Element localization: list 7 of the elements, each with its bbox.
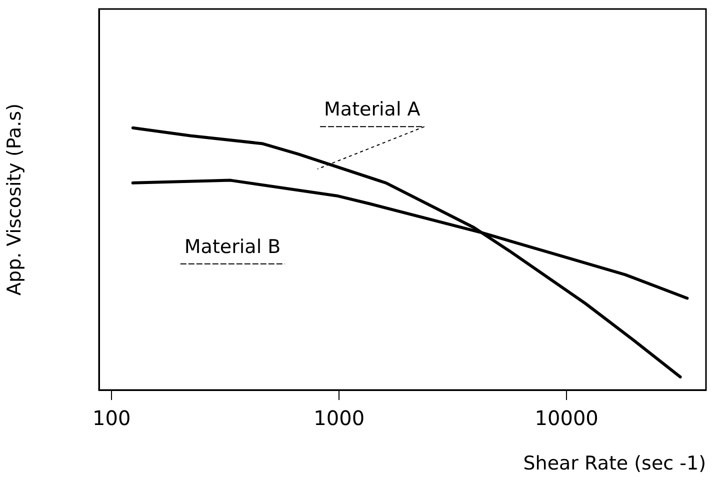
x-tick-label: 10000 — [534, 406, 598, 430]
text: Material B — [184, 236, 281, 258]
y-axis-title: App. Viscosity (Pa.s) — [3, 104, 26, 296]
x-tick-label: 1000 — [314, 406, 365, 430]
text: Material A — [324, 98, 420, 121]
x-axis-title: Shear Rate (sec -1) — [523, 452, 706, 475]
x-tick-label: 100 — [92, 406, 131, 430]
